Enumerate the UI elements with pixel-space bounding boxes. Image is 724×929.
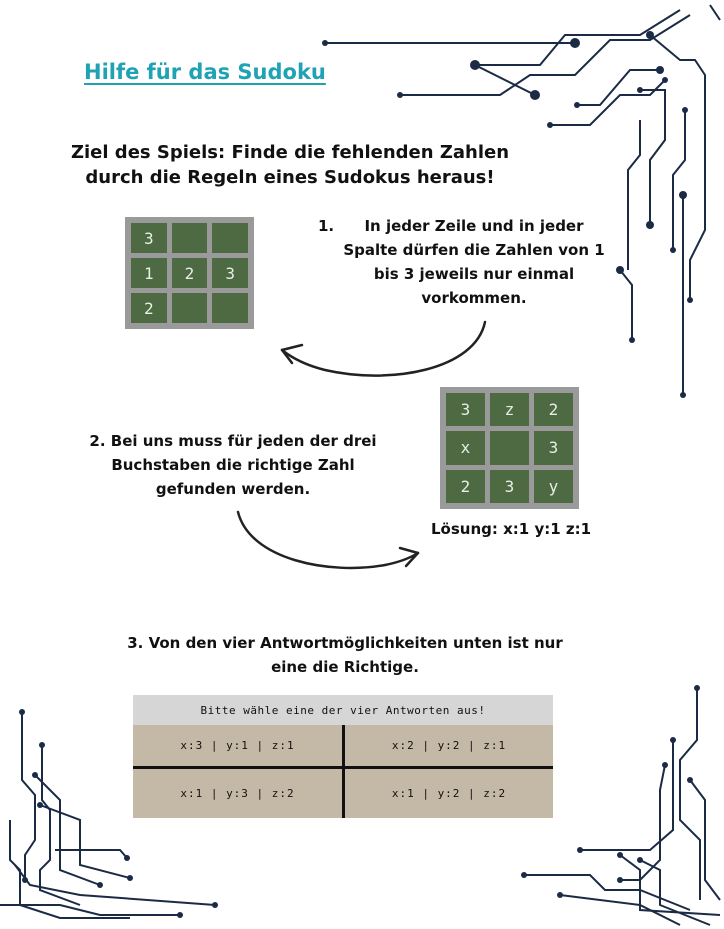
rule-1-line-2: Spalte dürfen die Zahlen von 1 [343, 241, 605, 259]
grid-cell [212, 223, 248, 253]
rule-3: 3. Von den vier Antwortmöglichkeiten unt… [110, 631, 580, 679]
rule-1-line-1: In jeder Zeile und in jeder [364, 217, 584, 235]
answer-panel: Bitte wähle eine der vier Antworten aus!… [133, 695, 553, 818]
answer-option-3[interactable]: x:1 | y:3 | z:2 [133, 769, 342, 818]
grid-cell: 2 [534, 393, 573, 427]
grid-cell: x [446, 431, 485, 465]
grid-cell: 1 [131, 258, 167, 288]
grid-cell: 3 [446, 393, 485, 427]
goal-line-2: durch die Regeln eines Sudokus heraus! [85, 167, 495, 188]
solution-text: Lösung: x:1 y:1 z:1 [431, 520, 592, 538]
grid-cell: z [490, 393, 529, 427]
grid-cell: y [534, 469, 573, 503]
answer-prompt: Bitte wähle eine der vier Antworten aus! [133, 695, 553, 725]
rule-3-line-1: 3. Von den vier Antwortmöglichkeiten unt… [127, 634, 563, 652]
rule-1-line-4: vorkommen. [421, 289, 527, 307]
rule-1: 1. In jeder Zeile und in jeder Spalte dü… [318, 214, 608, 310]
grid-cell: 2 [446, 469, 485, 503]
grid-cell: 3 [212, 258, 248, 288]
divider-vertical [342, 725, 345, 818]
rule-1-line-3: bis 3 jeweils nur einmal [373, 265, 575, 283]
rule-2-line-2: Buchstaben die richtige Zahl [111, 456, 355, 474]
grid-cell [490, 431, 529, 465]
rule-3-line-2: eine die Richtige. [271, 658, 419, 676]
grid-cell [171, 223, 208, 253]
page-title: Hilfe für das Sudoku [84, 60, 326, 84]
answer-option-4[interactable]: x:1 | y:2 | z:2 [345, 769, 553, 818]
example-sudoku-grid: 3 1 2 3 2 [125, 217, 254, 329]
rule-2: 2. Bei uns muss für jeden der drei Buchs… [88, 429, 378, 501]
grid-cell: 3 [534, 431, 573, 465]
answer-option-2[interactable]: x:2 | y:2 | z:1 [345, 725, 553, 766]
answer-option-1[interactable]: x:3 | y:1 | z:1 [133, 725, 342, 766]
grid-cell: 2 [131, 293, 167, 323]
grid-cell: 3 [131, 223, 167, 253]
grid-cell: 3 [490, 469, 529, 503]
goal-line-1: Ziel des Spiels: Finde die fehlenden Zah… [70, 142, 510, 163]
rule-2-line-3: gefunden werden. [155, 480, 311, 498]
grid-cell [171, 293, 208, 323]
rule-1-number: 1. [318, 217, 335, 235]
grid-cell [212, 293, 248, 323]
letter-sudoku-grid: 3 z 2 x 3 2 3 y [440, 387, 579, 509]
game-goal: Ziel des Spiels: Finde die fehlenden Zah… [40, 140, 540, 190]
grid-cell: 2 [171, 258, 208, 288]
rule-2-line-1: 2. Bei uns muss für jeden der drei [89, 432, 377, 450]
